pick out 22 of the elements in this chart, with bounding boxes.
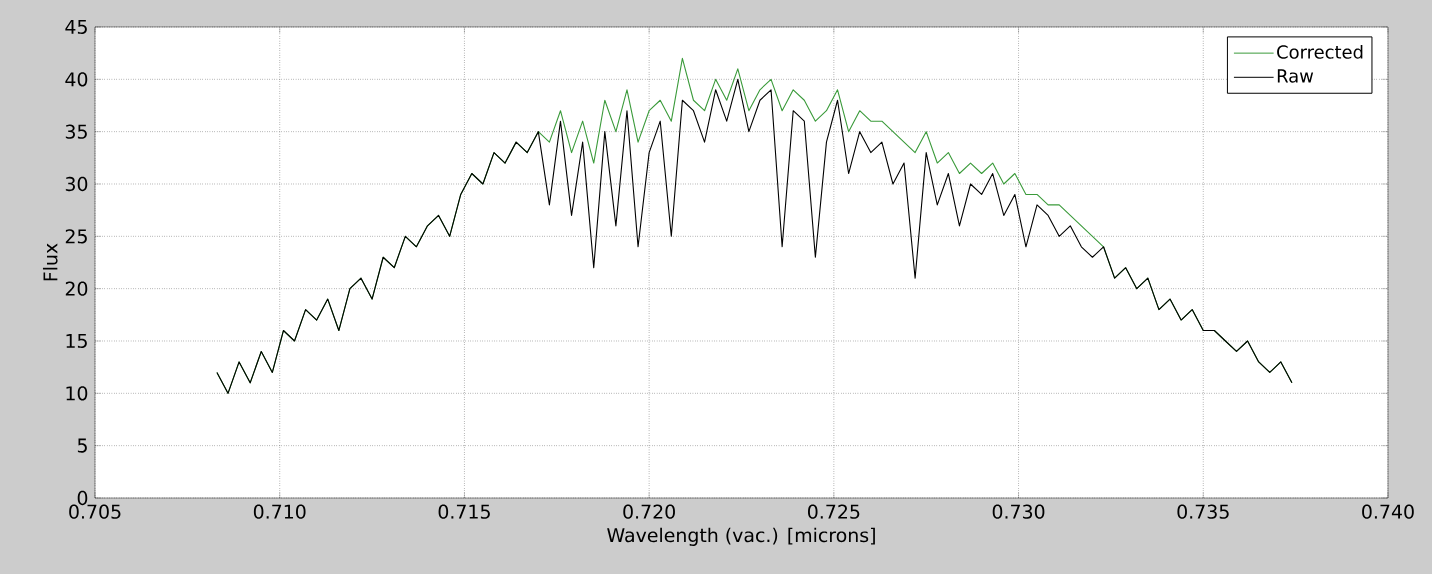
y-tick-label: 40: [65, 72, 88, 87]
x-tick-label: 0.735: [1177, 504, 1229, 519]
legend-label: Raw: [1277, 69, 1314, 83]
x-tick-label: 0.710: [253, 504, 306, 519]
x-axis-title: Wavelength (vac.) [microns]: [607, 527, 875, 546]
x-tick-label: 0.715: [438, 504, 490, 519]
y-tick-label: 15: [66, 333, 87, 349]
y-tick-label: 5: [77, 438, 87, 453]
x-tick-label: 0.740: [1362, 504, 1414, 519]
y-tick-label: 35: [65, 124, 87, 139]
legend-label: Corrected: [1277, 44, 1363, 59]
y-tick-label: 30: [65, 176, 88, 192]
x-tick-label: 0.730: [992, 504, 1045, 519]
x-tick-label: 0.705: [69, 504, 121, 519]
y-tick-label: 45: [65, 19, 87, 35]
y-axis-title: Flux: [42, 243, 58, 281]
x-tick-label: 0.720: [623, 504, 675, 519]
y-tick-label: 20: [65, 281, 88, 296]
y-tick-label: 0: [77, 490, 88, 506]
y-tick-label: 25: [65, 229, 87, 244]
y-tick-label: 10: [66, 386, 88, 401]
x-tick-label: 0.725: [808, 504, 860, 519]
